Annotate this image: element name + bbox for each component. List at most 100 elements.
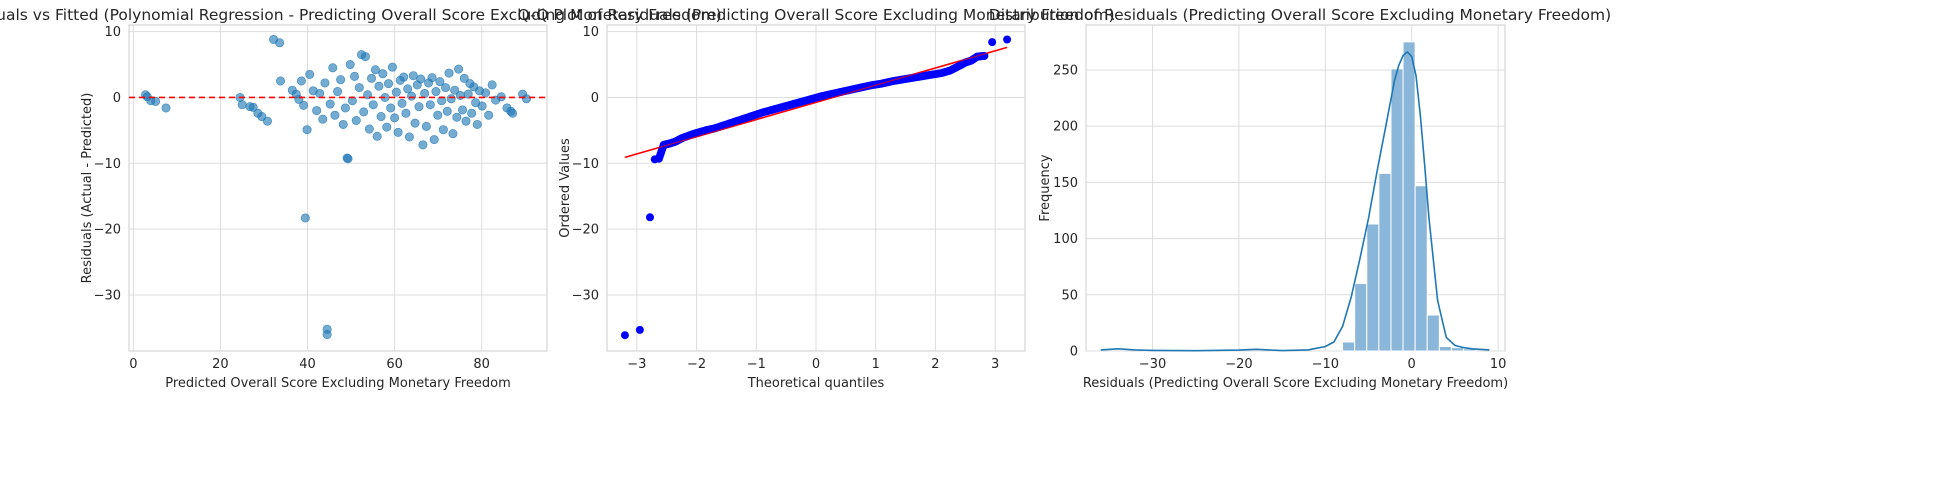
scatter-point xyxy=(376,112,386,122)
scatter-point xyxy=(431,87,441,97)
scatter-point xyxy=(390,113,400,123)
histogram-bar xyxy=(1438,346,1452,352)
scatter-point xyxy=(347,96,357,106)
residual-distribution-panel: −30 −20 −10 0 10 0 50 100 150 200 250 Distributio… xyxy=(989,6,1611,391)
scatter-point xyxy=(429,135,439,145)
y-tick-label: 100 xyxy=(1053,232,1078,247)
qq-fit-line-overlay xyxy=(624,46,1008,158)
scatter-point xyxy=(370,65,380,75)
scatter-point xyxy=(399,72,409,82)
scatter-point xyxy=(296,76,306,86)
scatter-point xyxy=(386,103,396,113)
y-tick-label: 0 xyxy=(113,91,121,106)
scatter-point xyxy=(450,85,460,95)
y-tick-label: 0 xyxy=(1070,345,1078,360)
x-axis-label: Predicted Overall Score Excluding Moneta… xyxy=(165,376,511,391)
x-tick-label: 0 xyxy=(129,357,137,372)
scatter-point xyxy=(407,91,417,101)
x-tick-label: 0 xyxy=(812,357,820,372)
scatter-point xyxy=(446,94,456,104)
scatter-point xyxy=(161,103,171,113)
histogram-bar xyxy=(1354,283,1368,352)
y-tick-label: −20 xyxy=(572,223,599,238)
scatter-point xyxy=(522,94,532,104)
histogram-bars xyxy=(1100,41,1490,352)
scatter-point xyxy=(360,52,370,62)
y-axis-label: Frequency xyxy=(1038,154,1053,221)
x-tick-label: 0 xyxy=(1408,357,1416,372)
histogram-bar xyxy=(1366,223,1380,352)
scatter-point xyxy=(374,81,384,91)
scatter-point xyxy=(458,105,468,115)
scatter-point xyxy=(340,103,350,113)
x-tick-label: 80 xyxy=(473,357,490,372)
scatter-point xyxy=(393,127,403,137)
qq-plot-panel: −3 −2 −1 0 1 2 3 100−10−20−30 Q-Q Plot of Resi… xyxy=(517,6,1114,391)
y-tick-label: −30 xyxy=(572,289,599,304)
scatter-point xyxy=(442,106,452,116)
scatter-point xyxy=(387,62,397,72)
scatter-point xyxy=(368,100,378,110)
x-tick-label: 1 xyxy=(872,357,880,372)
scatter-point xyxy=(508,108,518,118)
y-axis-ticks: 0 50 100 150 200 250 xyxy=(1053,63,1078,359)
chart-title: Residuals vs Fitted (Polynomial Regressi… xyxy=(0,6,722,24)
scatter-point xyxy=(452,112,462,122)
x-tick-label: 3 xyxy=(991,357,999,372)
scatter-point xyxy=(397,98,407,108)
x-tick-label: 60 xyxy=(386,357,403,372)
scatter-point xyxy=(421,121,431,131)
scatter-point xyxy=(410,118,420,128)
scatter-point xyxy=(418,140,428,150)
x-tick-label: 20 xyxy=(212,357,229,372)
x-tick-label: −3 xyxy=(627,357,646,372)
scatter-point xyxy=(438,125,448,135)
y-axis-ticks: 10 0 −10 −20 −30 xyxy=(572,25,599,303)
scatter-point xyxy=(481,88,491,98)
x-axis-label: Residuals (Predicting Overall Score Excl… xyxy=(1083,376,1508,391)
scatter-point xyxy=(367,73,377,83)
scatter-point xyxy=(420,88,430,98)
scatter-point xyxy=(435,77,445,87)
qq-point xyxy=(988,38,997,47)
scatter-point xyxy=(248,102,258,112)
scatter-point xyxy=(364,124,374,134)
qq-points xyxy=(620,35,1012,340)
scatter-point xyxy=(455,90,465,100)
x-tick-label: 2 xyxy=(931,357,939,372)
scatter-point xyxy=(425,100,435,110)
scatter-point xyxy=(312,106,322,116)
y-axis-label: Residuals (Actual - Predicted) xyxy=(80,93,95,284)
qq-point xyxy=(1003,35,1012,44)
y-tick-label: 10 xyxy=(582,25,599,40)
x-tick-label: −10 xyxy=(1312,357,1339,372)
x-tick-label: −30 xyxy=(1139,357,1166,372)
scatter-point xyxy=(448,129,458,139)
scatter-point xyxy=(300,213,310,223)
x-tick-label: −20 xyxy=(1225,357,1252,372)
scatter-point xyxy=(408,71,418,81)
x-tick-label: 40 xyxy=(299,357,316,372)
y-tick-label: 150 xyxy=(1053,176,1078,191)
scatter-point xyxy=(467,108,477,118)
scatter-point xyxy=(262,116,272,126)
y-tick-label: −20 xyxy=(94,223,121,238)
scatter-point xyxy=(384,79,394,89)
y-tick-label: 10 xyxy=(104,25,121,40)
scatter-point xyxy=(477,101,487,111)
scatter-point xyxy=(338,119,348,129)
scatter-point xyxy=(237,100,247,110)
scatter-point xyxy=(404,132,414,142)
scatter-point xyxy=(345,60,355,70)
y-tick-label: 250 xyxy=(1053,63,1078,78)
y-axis-ticks: 10 0 −10 −20 −30 xyxy=(94,25,121,303)
qq-point xyxy=(645,213,654,222)
x-tick-label: 10 xyxy=(1490,357,1507,372)
scatter-point xyxy=(403,84,413,94)
scatter-point xyxy=(351,115,361,125)
scatter-point xyxy=(441,83,451,93)
qq-point xyxy=(620,331,629,340)
scatter-point xyxy=(276,76,286,86)
scatter-point xyxy=(472,119,482,129)
scatter-point xyxy=(318,114,328,124)
